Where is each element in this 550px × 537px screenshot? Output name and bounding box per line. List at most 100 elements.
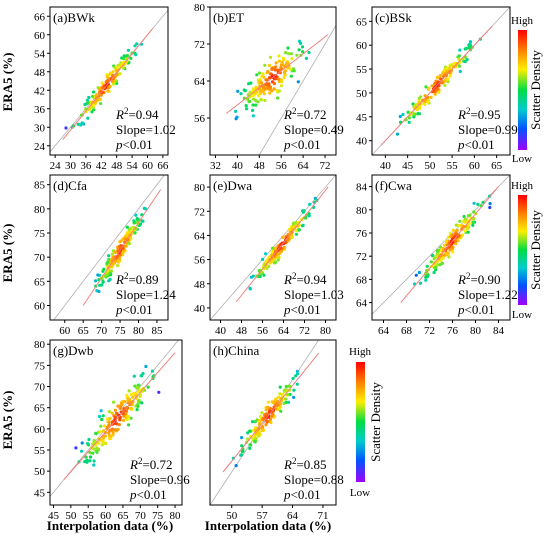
data-point — [234, 109, 238, 113]
x-tick-label: 64 — [298, 160, 310, 172]
x-tick-label: 64 — [378, 325, 390, 337]
data-point — [112, 261, 116, 265]
y-tick-label: 50 — [356, 88, 368, 100]
data-point — [257, 274, 261, 279]
data-point — [413, 103, 417, 108]
data-point — [284, 397, 288, 401]
data-point — [265, 419, 269, 423]
y-tick-label: 72 — [194, 206, 205, 218]
data-point — [288, 227, 292, 231]
data-point — [466, 230, 470, 234]
data-point — [256, 100, 260, 104]
r-squared-label: R2=0.94 — [283, 271, 327, 287]
x-tick-label: 75 — [152, 510, 164, 522]
data-point — [261, 257, 265, 261]
p-value-label: p<0.01 — [283, 487, 321, 502]
data-point — [273, 68, 277, 72]
data-point — [488, 205, 492, 210]
panel-frame — [49, 6, 169, 156]
data-point — [292, 395, 296, 399]
data-point — [429, 95, 433, 99]
data-point — [114, 79, 119, 83]
data-point — [103, 434, 107, 438]
data-point — [268, 55, 273, 60]
data-point — [137, 399, 141, 403]
data-point — [274, 61, 278, 65]
data-point — [248, 286, 252, 290]
data-point — [294, 221, 298, 225]
data-point — [277, 59, 281, 63]
data-point — [91, 451, 95, 455]
x-tick-label: 72 — [320, 160, 331, 172]
panel-label: (c)BSk — [375, 10, 412, 25]
data-point — [107, 423, 111, 427]
data-point — [264, 423, 268, 427]
y-tick-label: 45 — [34, 487, 46, 499]
data-point — [263, 63, 267, 67]
x-tick-label: 57 — [257, 510, 269, 522]
data-point — [263, 98, 267, 103]
data-point — [266, 405, 270, 409]
data-point — [274, 77, 278, 81]
data-point — [294, 374, 298, 378]
data-point — [418, 281, 423, 285]
data-point — [125, 233, 129, 237]
data-point — [92, 439, 96, 443]
x-tick-label: 56 — [276, 160, 288, 172]
x-tick-label: 30 — [65, 160, 77, 172]
data-point — [240, 436, 244, 440]
data-point — [260, 411, 264, 415]
colorbar-top-high: High — [511, 15, 534, 27]
plot-area — [210, 340, 336, 505]
data-point — [272, 87, 276, 91]
data-point — [111, 430, 115, 434]
data-point — [290, 57, 294, 61]
data-point — [110, 427, 115, 431]
data-point — [253, 420, 257, 424]
data-point — [140, 373, 144, 378]
data-point — [135, 408, 139, 412]
data-point — [253, 440, 257, 444]
data-point — [463, 60, 467, 64]
r-squared-label: R2=0.72 — [129, 456, 173, 472]
data-point — [289, 235, 293, 239]
data-point — [140, 213, 144, 217]
data-point — [114, 429, 118, 433]
data-point — [127, 241, 131, 246]
data-point — [111, 70, 115, 74]
colorbar-middle-high: High — [511, 180, 534, 192]
panel-frame — [209, 339, 337, 506]
data-point — [427, 86, 431, 90]
data-point — [248, 429, 252, 433]
data-point — [92, 459, 96, 463]
slope-label: Slope=1.22 — [458, 287, 518, 302]
x-tick-label: 80 — [170, 510, 182, 522]
data-point — [254, 436, 258, 441]
data-point — [92, 447, 96, 451]
data-point — [240, 444, 244, 448]
scatter-panel: 45 50 55 60 65 70 75 80 45 50 55 60 65 70 75 80 (g)Dwb R2… — [34, 339, 190, 522]
data-point — [454, 223, 458, 227]
data-point — [451, 250, 455, 254]
y-axis-label-bottom: ERA5 (%) — [0, 391, 15, 450]
data-point — [80, 121, 84, 125]
colorbar-top-low: Low — [512, 153, 532, 165]
p-value-label: p<0.01 — [115, 137, 153, 152]
x-tick-label: 70 — [96, 325, 108, 337]
data-point — [94, 279, 98, 283]
data-point — [74, 446, 78, 450]
data-point — [107, 410, 111, 414]
data-point — [107, 431, 111, 435]
data-point — [104, 80, 108, 84]
data-point — [268, 76, 272, 80]
data-point — [443, 83, 447, 87]
fit-line — [400, 186, 499, 303]
data-point — [97, 414, 102, 419]
x-tick-label: 50 — [226, 510, 238, 522]
data-point — [446, 251, 450, 255]
data-point — [307, 212, 311, 216]
data-point — [454, 242, 458, 246]
r-squared-label: R2=0.89 — [115, 271, 159, 287]
data-point — [457, 64, 461, 68]
colorbar-middle-title: Scatter Density — [528, 210, 543, 290]
